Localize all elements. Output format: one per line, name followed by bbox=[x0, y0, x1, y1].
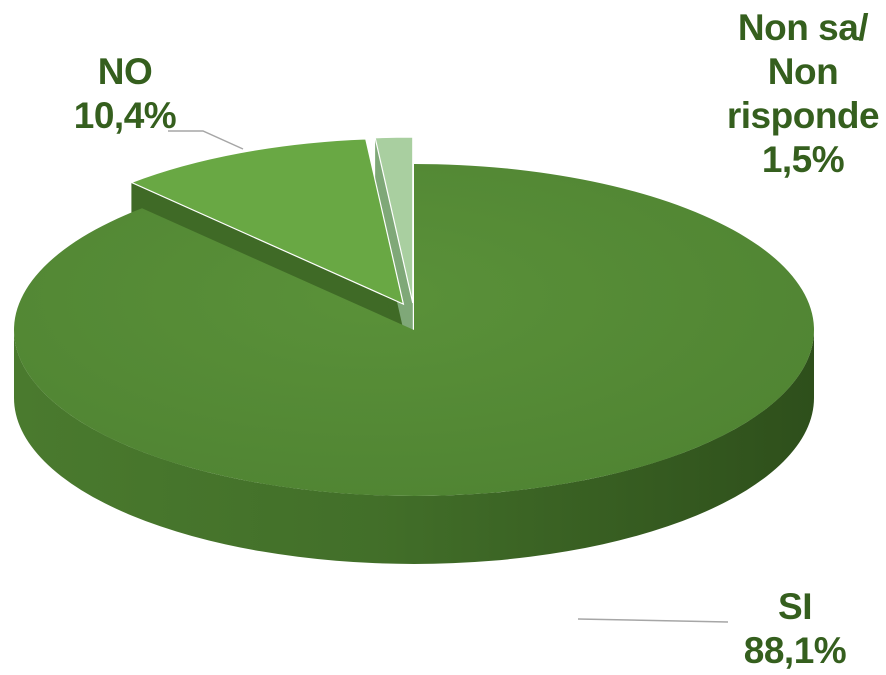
slice-cut-face-2-0 bbox=[375, 137, 413, 372]
leader-line-no bbox=[168, 130, 244, 150]
slice-label-nonsa-line2: Non bbox=[767, 51, 839, 92]
slice-label-no: NO 10,4% bbox=[60, 50, 190, 138]
slice-label-no-value: 10,4% bbox=[73, 95, 177, 136]
slice-top-1 bbox=[129, 138, 405, 306]
slice-side-0 bbox=[14, 330, 814, 564]
slice-label-nonsa: Non sa/ Non risponde 1,5% bbox=[720, 6, 886, 182]
slice-top-2 bbox=[374, 136, 414, 304]
slice-label-si-name: SI bbox=[778, 586, 812, 627]
slice-top-0 bbox=[14, 164, 815, 496]
slice-label-nonsa-line3: risponde bbox=[726, 95, 880, 136]
slice-label-si-value: 88,1% bbox=[743, 630, 847, 671]
slice-label-nonsa-line1: Non sa/ bbox=[737, 7, 869, 48]
slice-label-si: SI 88,1% bbox=[735, 585, 855, 673]
leader-line-si bbox=[577, 618, 729, 623]
slice-label-nonsa-value: 1,5% bbox=[761, 139, 845, 180]
slice-label-no-name: NO bbox=[97, 51, 153, 92]
